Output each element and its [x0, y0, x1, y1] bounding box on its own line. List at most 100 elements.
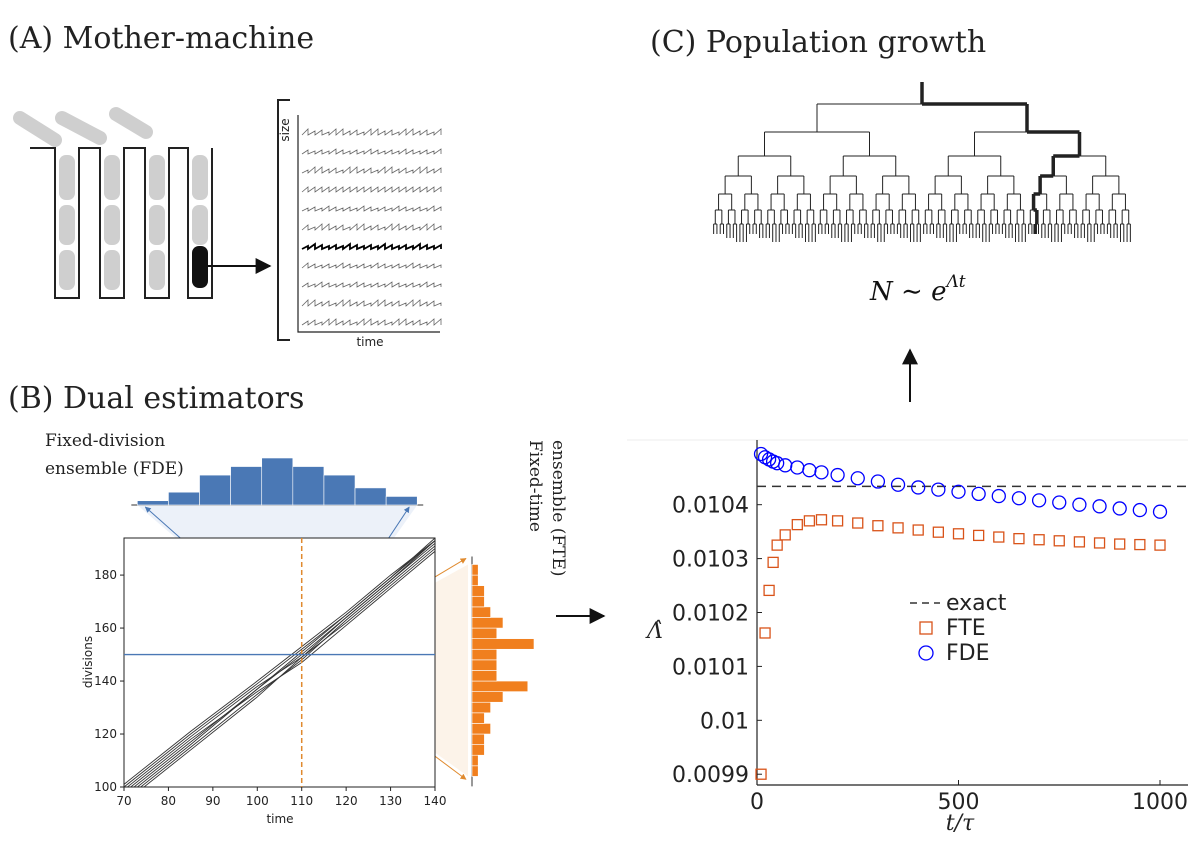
cell: [149, 205, 165, 245]
marker: [770, 456, 785, 471]
marker: [912, 524, 924, 536]
x-tick-label: 1000: [1132, 790, 1188, 815]
x-tick-label: 100: [246, 794, 269, 808]
legend-swatch: [918, 645, 934, 661]
marker: [1011, 491, 1027, 506]
cell: [192, 155, 208, 200]
hist-bar: [471, 712, 485, 724]
cell: [149, 155, 165, 200]
x-tick-label: 0: [750, 790, 764, 815]
panel-title: (C) Population growth: [650, 25, 986, 60]
hist-bar: [323, 474, 356, 506]
size-trace: [301, 281, 442, 288]
marker: [1072, 497, 1087, 512]
y-tick-label: 100: [94, 780, 117, 794]
size-traces: [301, 128, 442, 326]
mother-machine: [13, 107, 213, 299]
hist-bar: [471, 744, 485, 756]
hist-bar: [471, 627, 498, 639]
lineage-tree: [713, 82, 1131, 242]
cell: [192, 205, 208, 245]
marker: [971, 486, 986, 502]
mother-cell: [192, 246, 208, 288]
marker: [830, 467, 845, 483]
formula-base: N ∼ e: [869, 277, 946, 307]
marker: [759, 627, 771, 639]
y-tick-label: 160: [94, 621, 117, 635]
escaping-cell: [109, 107, 153, 139]
hist-bar: [471, 585, 485, 597]
cell: [149, 250, 165, 290]
hist-bar: [471, 670, 498, 682]
marker: [1053, 535, 1065, 547]
marker: [1013, 532, 1025, 545]
fde-label: Fixed-division: [45, 431, 165, 451]
legend-label: FTE: [946, 616, 986, 641]
panel-title: (A) Mother-machine: [8, 21, 314, 56]
hist-bar: [471, 723, 491, 735]
y-tick-label: 180: [94, 568, 117, 582]
hist-bar: [137, 500, 169, 506]
marker: [778, 458, 793, 473]
x-tick-label: 130: [379, 794, 402, 808]
panel-title: (B) Dual estimators: [8, 381, 304, 416]
marker: [802, 463, 817, 478]
x-tick-label: 120: [335, 794, 358, 808]
marker: [791, 518, 803, 531]
bracket: [277, 99, 290, 341]
hist-bar: [385, 496, 418, 506]
hist-bar: [471, 733, 485, 745]
formula: N ∼ eΛt: [869, 272, 966, 307]
marker: [870, 474, 886, 489]
hist-bar: [199, 474, 231, 506]
fte-label: ensemble (FTE): [548, 440, 568, 577]
hist-bar: [471, 617, 504, 629]
y-tick-label: 140: [94, 674, 117, 688]
axis-label: time: [356, 335, 383, 349]
hist-bar: [471, 691, 504, 703]
marker: [951, 484, 966, 499]
marker: [1152, 504, 1168, 519]
marker: [803, 515, 816, 527]
hist-bar: [471, 701, 491, 714]
marker: [892, 522, 904, 534]
marker: [1092, 499, 1107, 514]
formula-exponent: Λt: [944, 272, 965, 292]
hist-bar: [230, 466, 263, 506]
marker: [973, 529, 985, 542]
marker: [993, 531, 1005, 543]
marker: [952, 528, 965, 540]
hist-bar: [471, 680, 529, 692]
y-tick-label: 0.0103: [672, 548, 749, 573]
channel-outline: [30, 147, 213, 299]
fte-label: Fixed-time: [525, 440, 545, 532]
marker: [1093, 537, 1106, 549]
hist-bar: [471, 595, 485, 608]
x-tick-label: 500: [938, 790, 980, 815]
marker: [831, 515, 844, 527]
cell: [104, 205, 120, 245]
marker: [1134, 538, 1146, 551]
size-trace: [301, 242, 442, 251]
hist-bar: [471, 606, 491, 618]
size-trace: [301, 205, 442, 212]
marker: [814, 465, 829, 480]
trajectory: [143, 542, 435, 787]
marker: [1052, 495, 1067, 510]
size-trace: [301, 223, 442, 231]
hist-bar: [471, 754, 479, 767]
marker: [1031, 493, 1047, 508]
marker: [790, 460, 805, 475]
y-tick-label: 0.0104: [672, 494, 749, 519]
marker: [755, 768, 767, 780]
size-trace: [301, 299, 442, 307]
cell: [104, 250, 120, 290]
marker: [1112, 501, 1127, 516]
marker: [890, 477, 906, 492]
marker: [767, 556, 779, 569]
marker: [991, 488, 1006, 504]
x-tick-label: 140: [424, 794, 447, 808]
y-axis-label: Λ̂: [645, 619, 663, 644]
x-tick-label: 80: [161, 794, 176, 808]
